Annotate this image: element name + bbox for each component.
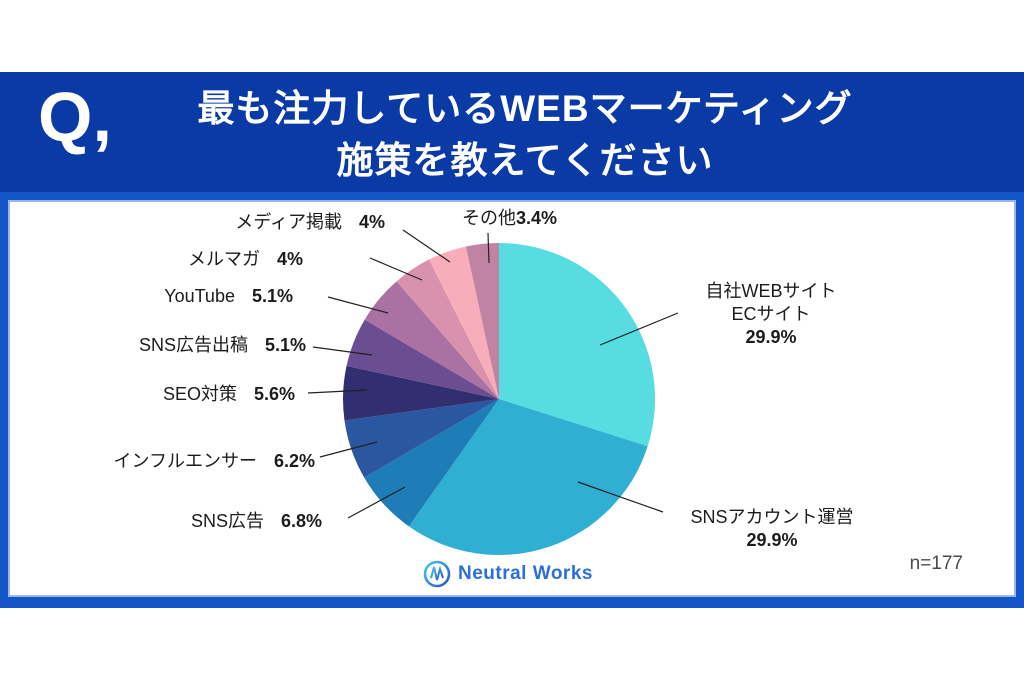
pie-label-name: 自社WEBサイト <box>705 281 837 301</box>
pie-slice-media <box>429 246 499 399</box>
pie-label-mailmag: メルマガ 4% <box>188 245 303 271</box>
sample-size-label: n=177 <box>909 553 963 574</box>
leader-line-sns-ad <box>347 486 406 519</box>
question-mark-label: Q, <box>38 78 112 156</box>
pie-label-influencer: インフルエンサー 6.2% <box>114 447 316 473</box>
leader-line-other <box>487 232 490 264</box>
pie-label-other: その他 3.4% <box>462 204 557 230</box>
leader-line-sns-account <box>577 481 664 513</box>
leader-line-sns-ad-placement <box>312 346 373 356</box>
pie-label-name: SNS広告 <box>190 511 264 531</box>
leader-line-influencer <box>319 441 378 458</box>
pie-slice-sns-ad <box>364 399 499 527</box>
pie-label-name: インフルエンサー <box>113 451 257 471</box>
pie-label-seo: SEO対策 5.6% <box>163 380 295 406</box>
pie-slice-influencer <box>344 399 499 478</box>
header-band: Q, 最も注力しているWEBマーケティング 施策を教えてください <box>0 72 1024 192</box>
pie-label-pct: 5.1% <box>251 286 293 306</box>
page-title-line-1: 最も注力しているWEBマーケティング <box>197 88 853 129</box>
pie-label-youtube: YouTube 5.1% <box>164 286 293 307</box>
leader-line-own-website-ec <box>599 312 679 346</box>
pie-label-sns-ad-placement: SNS広告出稿 5.1% <box>139 331 306 357</box>
pie-label-name: SEO対策 <box>162 384 237 404</box>
leader-line-mailmag <box>369 257 423 281</box>
pie-slice-sns-account <box>408 399 648 555</box>
logo-icon <box>423 560 451 588</box>
leader-line-youtube <box>327 296 389 314</box>
pie-label-sns-account: SNSアカウント運営 29.9% <box>662 506 882 552</box>
pie-slice-own-website-ec <box>499 243 655 447</box>
logo-text: Neutral Works <box>458 563 593 584</box>
pie-label-name: ECサイト <box>731 304 811 324</box>
page-title: 最も注力しているWEBマーケティング 施策を教えてください <box>130 83 920 187</box>
pie-slice-sns-ad-placement <box>346 319 499 399</box>
pie-label-pct: 29.9% <box>745 327 797 347</box>
pie-label-name: その他 <box>462 208 516 228</box>
pie-label-own-website-ec: 自社WEBサイト ECサイト 29.9% <box>661 280 881 349</box>
pie-slice-youtube <box>364 281 499 399</box>
leader-line-media <box>402 229 451 263</box>
leader-line-seo <box>307 389 368 394</box>
pie-label-pct: 5.1% <box>264 335 306 355</box>
pie-slice-other <box>465 243 499 399</box>
pie-label-name: YouTube <box>164 286 235 306</box>
logo: Neutral Works <box>423 560 593 588</box>
page-title-line-2: 施策を教えてください <box>336 140 714 181</box>
pie-label-name: メディア掲載 <box>235 212 342 232</box>
pie-label-pct: 5.6% <box>253 384 295 404</box>
pie-label-pct: 6.8% <box>280 511 322 531</box>
pie-label-sns-ad: SNS広告 6.8% <box>191 507 322 533</box>
pie-label-name: SNS広告出稿 <box>138 335 248 355</box>
pie-label-pct: 4% <box>358 212 385 232</box>
pie-label-name: SNSアカウント運営 <box>690 507 854 527</box>
pie-slice-seo <box>343 365 499 421</box>
pie-label-pct: 3.4% <box>516 208 558 228</box>
pie-slice-mailmag <box>396 259 499 399</box>
pie-label-pct: 4% <box>276 249 303 269</box>
pie-label-media: メディア掲載 4% <box>235 208 385 234</box>
pie-label-pct: 6.2% <box>273 451 315 471</box>
pie-label-name: メルマガ <box>187 249 260 269</box>
pie-label-pct: 29.9% <box>746 530 798 550</box>
